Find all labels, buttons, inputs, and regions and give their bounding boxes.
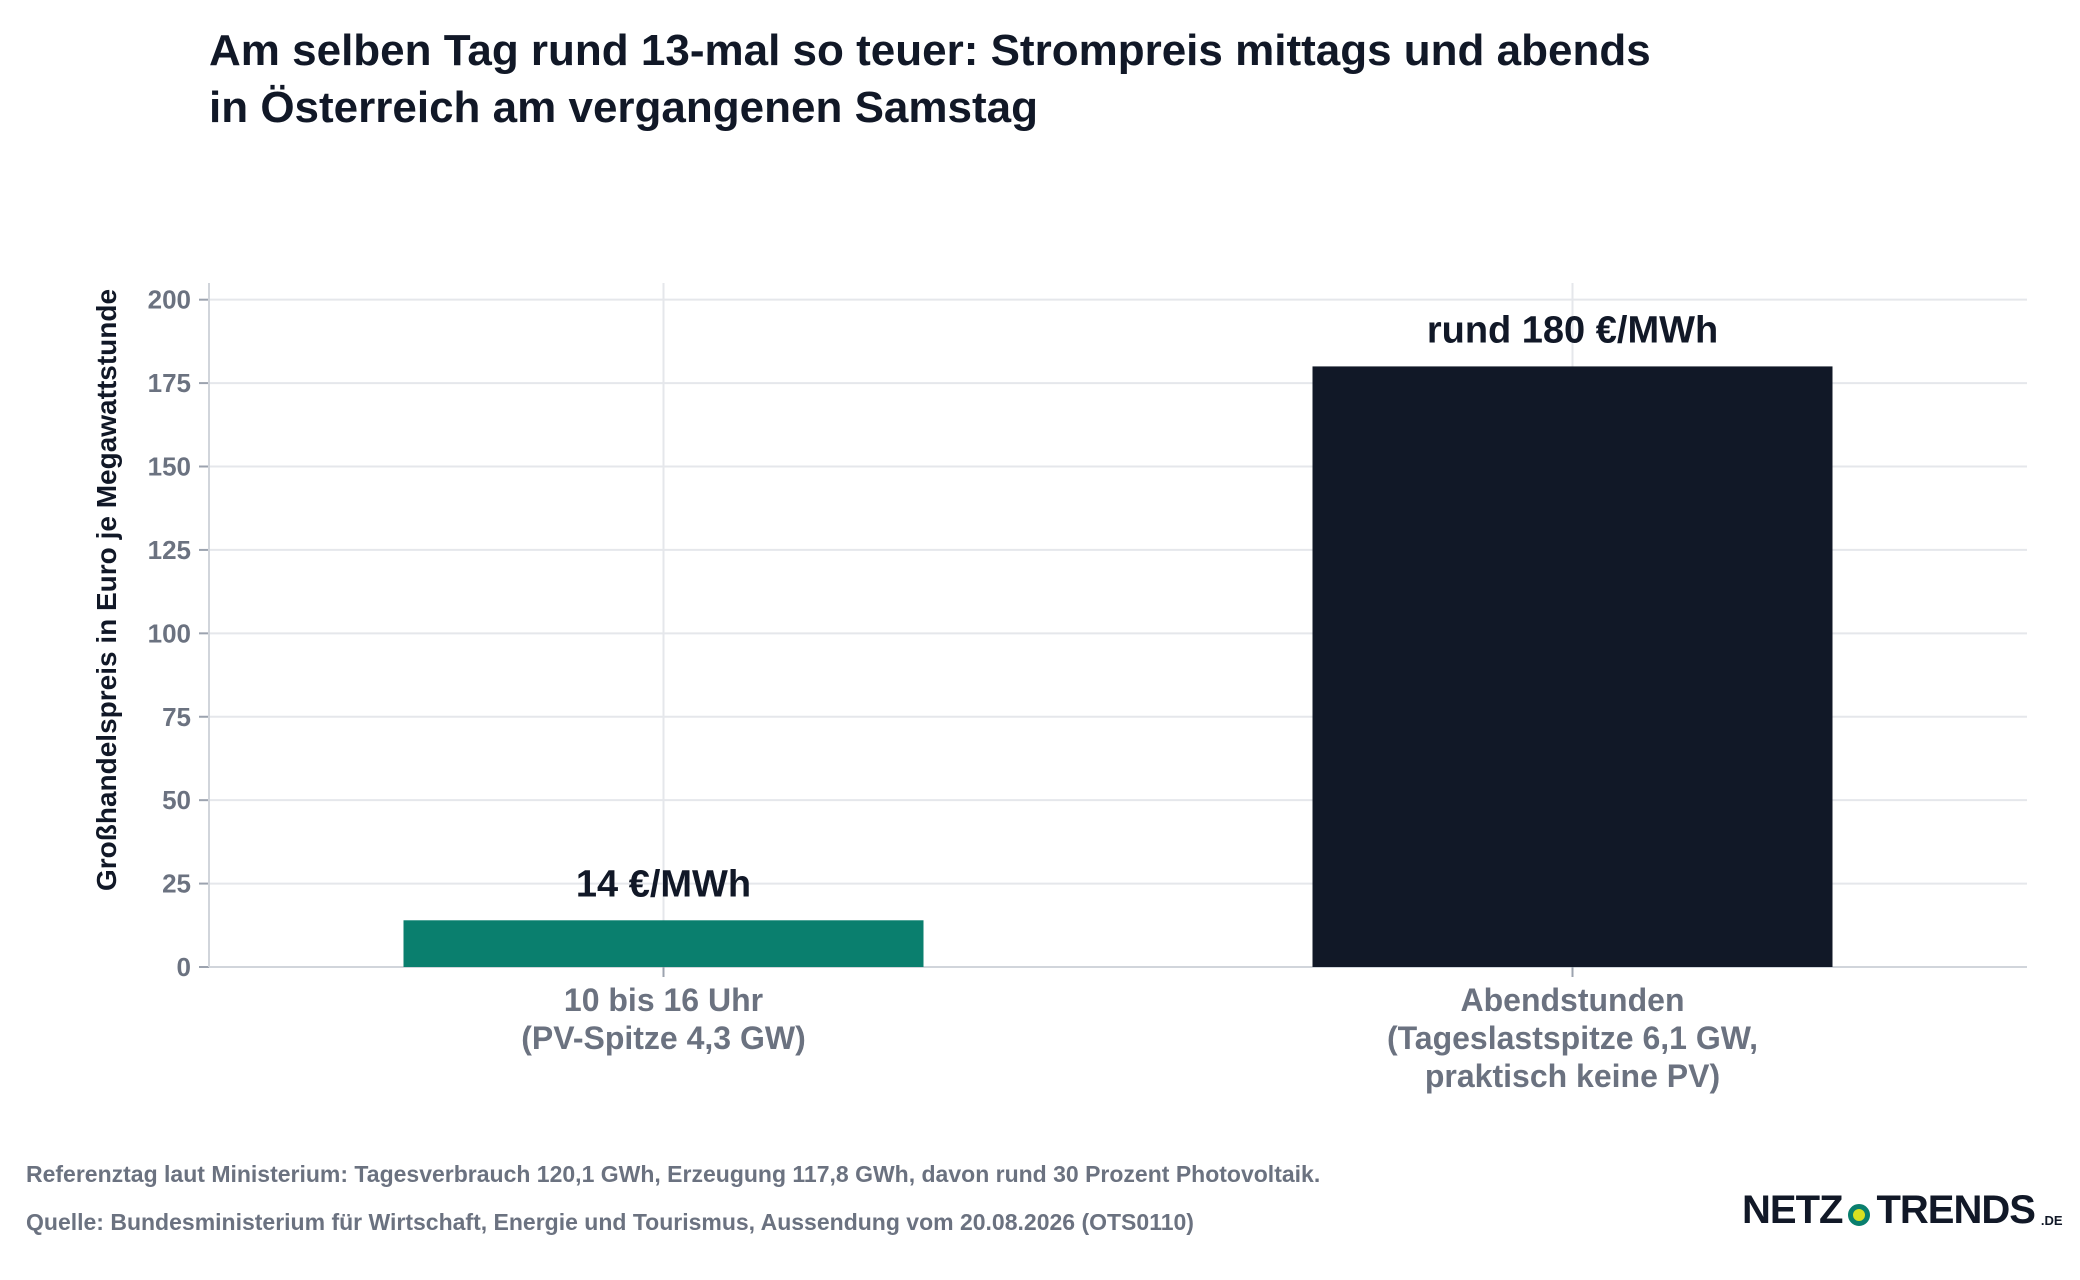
y-tick-label: 100 bbox=[148, 618, 191, 648]
data-label-2: rund 180 €/MWh bbox=[1427, 309, 1718, 351]
y-tick-label: 200 bbox=[148, 285, 191, 315]
footnote: Referenztag laut Ministerium: Tagesverbr… bbox=[26, 1161, 1321, 1187]
chart-title-line2: in Österreich am vergangenen Samstag bbox=[209, 83, 1038, 132]
chart-title: Am selben Tag rund 13-mal so teuer: Stro… bbox=[209, 22, 1929, 136]
x-tick-label-1-line-1: 10 bis 16 Uhr bbox=[564, 982, 763, 1018]
x-tick-label-1-line-2: (PV-Spitze 4,3 GW) bbox=[521, 1020, 805, 1056]
chart-title-line1: Am selben Tag rund 13-mal so teuer: Stro… bbox=[209, 26, 1651, 75]
y-tick-label: 75 bbox=[162, 702, 191, 732]
x-tick-label-2-line-1: Abendstunden bbox=[1461, 982, 1685, 1018]
y-tick-label: 125 bbox=[148, 535, 191, 565]
x-tick-label-2-line-2: (Tageslastspitze 6,1 GW, bbox=[1387, 1020, 1758, 1056]
y-tick-label: 0 bbox=[177, 952, 191, 982]
logo-dot-icon bbox=[1848, 1203, 1871, 1226]
y-axis-title: Großhandelspreis in Euro je Megawattstun… bbox=[91, 289, 122, 891]
logo-tld: .DE bbox=[2040, 1213, 2063, 1228]
y-tick-label: 150 bbox=[148, 452, 191, 482]
logo-text-right: TRENDS bbox=[1876, 1188, 2035, 1232]
y-tick-label: 25 bbox=[162, 869, 191, 899]
bar-1 bbox=[403, 920, 924, 967]
logo-text-left: NETZ bbox=[1742, 1188, 1843, 1232]
bar-2 bbox=[1312, 366, 1833, 967]
y-tick-label: 175 bbox=[148, 368, 191, 398]
source-note: Quelle: Bundesministerium für Wirtschaft… bbox=[26, 1209, 1194, 1235]
x-tick-label-2-line-3: praktisch keine PV) bbox=[1425, 1058, 1720, 1094]
brand-logo: NETZ TRENDS .DE bbox=[1742, 1188, 2063, 1233]
data-label-1: 14 €/MWh bbox=[576, 863, 751, 905]
bar-chart: 0 25 50 75 100 125 150 175 200 14 €/MWh 10 bis 16 … bbox=[91, 283, 2027, 1094]
y-tick-label: 50 bbox=[162, 785, 191, 815]
